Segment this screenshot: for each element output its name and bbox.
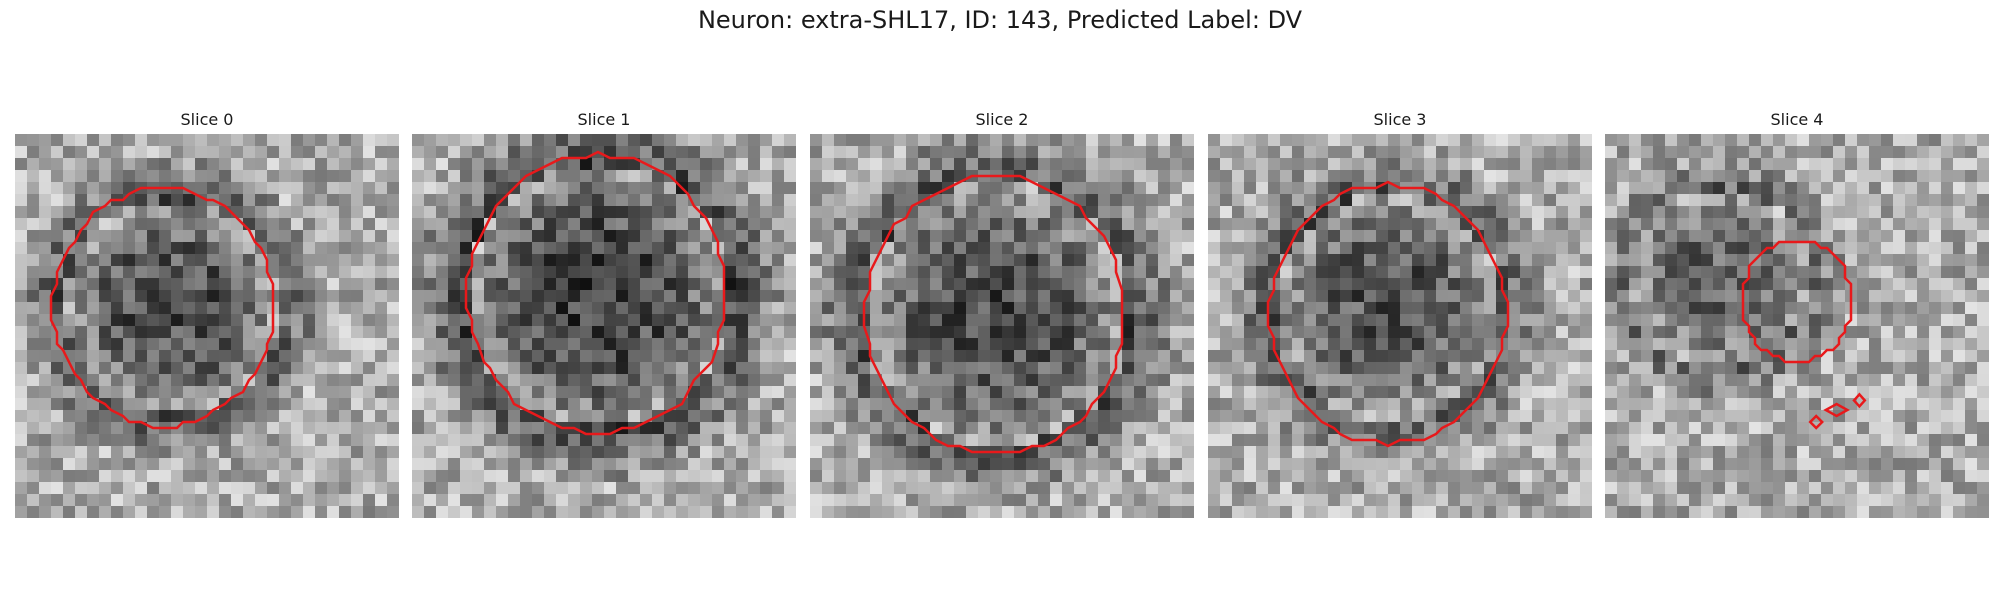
segmentation-contour [464, 150, 726, 436]
pixel-grid [810, 134, 1194, 518]
segmentation-contour [1266, 180, 1510, 448]
slice-image-2 [810, 134, 1194, 518]
pixel-grid [1605, 134, 1989, 518]
contour-group [49, 186, 275, 430]
pixel-grid [412, 134, 796, 518]
slice-image-3 [1208, 134, 1592, 518]
contour-group [862, 174, 1124, 454]
slice-title: Slice 1 [577, 110, 631, 129]
segmentation-contour [49, 186, 275, 430]
segmentation-contour-fragment [1823, 402, 1850, 418]
slice-title: Slice 3 [1373, 110, 1427, 129]
pixel-grid [15, 134, 399, 518]
pixel-grid [1208, 134, 1592, 518]
figure-title: Neuron: extra-SHL17, ID: 143, Predicted … [697, 6, 1303, 34]
slice-title: Slice 4 [1770, 110, 1824, 129]
segmentation-contour [862, 174, 1124, 454]
segmentation-contour [1741, 240, 1853, 364]
contour-group [1266, 180, 1510, 448]
contour-group [1741, 240, 1867, 430]
segmentation-contour-fragment [1808, 414, 1824, 430]
slice-image-4 [1605, 134, 1989, 518]
slice-image-0 [15, 134, 399, 518]
slice-title: Slice 0 [180, 110, 234, 129]
contour-group [464, 150, 726, 436]
slice-image-1 [412, 134, 796, 518]
segmentation-contour-fragment [1852, 392, 1867, 409]
slice-title: Slice 2 [975, 110, 1029, 129]
